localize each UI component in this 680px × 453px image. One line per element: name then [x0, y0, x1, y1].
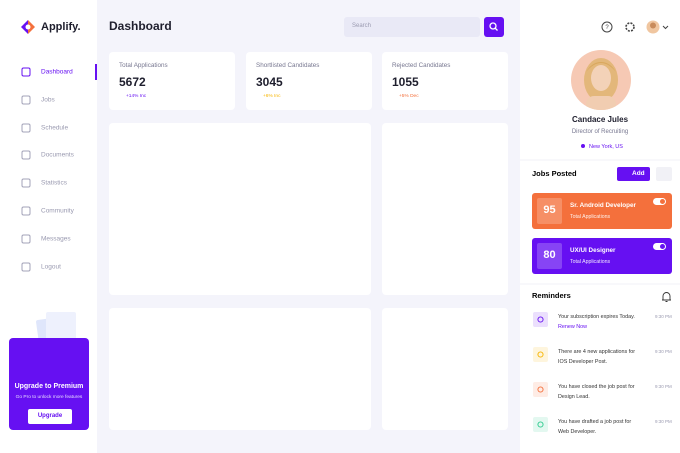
reminder-text: There are 4 new applications for	[558, 349, 636, 355]
logo: Applify.	[41, 21, 81, 33]
job-title: UX/UI Designer	[570, 247, 616, 254]
job-count: 95	[543, 204, 556, 216]
job-toggle-knob	[660, 199, 665, 204]
job-count: 80	[543, 249, 556, 261]
job-subtitle: Total Applications	[570, 259, 611, 265]
reminder-text: You have drafted a job post for	[558, 419, 632, 425]
help-icon[interactable]	[601, 21, 613, 33]
stat-change: +5% Dec	[399, 94, 419, 99]
settings-icon[interactable]	[625, 22, 635, 32]
reminder-subtext: IOS Developer Post.	[558, 359, 608, 365]
reminder-icon	[533, 382, 548, 397]
stat-card	[246, 52, 372, 110]
job-count-box	[537, 198, 562, 224]
job-card[interactable]	[532, 238, 672, 274]
reminder-subtext: Web Developer.	[558, 429, 597, 435]
stat-title: Total Applications	[119, 62, 168, 69]
job-toggle[interactable]	[653, 243, 666, 250]
profile-name: Candace Jules	[571, 115, 629, 124]
profile-role: Director of Recruiting	[571, 129, 629, 135]
reminder-time: 9:30 PM	[655, 384, 672, 389]
upgrade-title: Upgrade to Premium	[14, 383, 84, 390]
stat-value: 5672	[119, 75, 146, 89]
add-label: Add	[632, 170, 645, 177]
reminder-icon	[533, 417, 548, 432]
reminder-subtext: Design Lead.	[558, 394, 590, 400]
search-button[interactable]	[484, 17, 504, 37]
reminder-subtext: Renew Now	[558, 324, 588, 330]
page-title: Dashboard	[109, 19, 172, 33]
next-button[interactable]	[656, 167, 672, 181]
search-placeholder: Search	[352, 23, 372, 29]
stat-change: +14% Inc	[126, 94, 147, 99]
reminder-time: 9:30 PM	[655, 419, 672, 424]
reminder-time: 9:30 PM	[655, 349, 672, 354]
job-toggle-knob	[660, 244, 665, 249]
stat-value: 3045	[256, 75, 283, 89]
upgrade-text: Go Pro to unlock more features	[15, 395, 83, 400]
stat-title: Shortlisted Candidates	[256, 62, 320, 69]
stat-title: Rejected Candidates	[392, 62, 451, 69]
job-count-box	[537, 243, 562, 269]
reminder-icon	[533, 312, 548, 327]
stat-card	[109, 52, 235, 110]
upgrade-button[interactable]: Upgrade	[28, 409, 72, 424]
acquisitions-card	[382, 123, 508, 295]
job-card[interactable]	[532, 193, 672, 229]
reminder-text: Your subscription expires Today.	[558, 314, 635, 320]
job-subtitle: Total Applications	[570, 214, 611, 220]
logo-icon	[21, 20, 35, 34]
search-box[interactable]: Search	[344, 17, 480, 37]
svg-text:?: ?	[605, 25, 609, 31]
time-card	[109, 308, 371, 430]
job-title: Sr. Android Developer	[570, 202, 636, 209]
reminder-time: 9:30 PM	[655, 314, 672, 319]
stat-change: +6% Inc	[263, 94, 281, 99]
reminder-text: You have closed the job post for	[558, 384, 635, 390]
stat-value: 1055	[392, 75, 419, 89]
job-toggle[interactable]	[653, 198, 666, 205]
reminder-icon	[533, 347, 548, 362]
statistics-card	[109, 123, 371, 295]
profile-photo	[571, 50, 631, 110]
stat-card	[382, 52, 508, 110]
top-icons: ?	[601, 20, 669, 34]
gender-card	[382, 308, 508, 430]
add-button[interactable]	[617, 167, 650, 181]
